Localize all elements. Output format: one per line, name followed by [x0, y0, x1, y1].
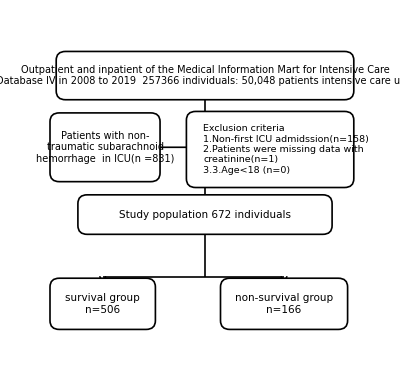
FancyBboxPatch shape [220, 278, 348, 329]
FancyBboxPatch shape [78, 195, 332, 234]
Text: Exclusion criteria
1.Non-first ICU admidssion(n=158)
2.Patients were missing dat: Exclusion criteria 1.Non-first ICU admid… [204, 124, 369, 175]
FancyBboxPatch shape [56, 51, 354, 100]
Text: survival group
n=506: survival group n=506 [65, 293, 140, 315]
FancyBboxPatch shape [50, 113, 160, 182]
FancyBboxPatch shape [186, 111, 354, 187]
Text: Study population 672 individuals: Study population 672 individuals [119, 210, 291, 220]
Text: Outpatient and inpatient of the Medical Information Mart for Intensive Care
Data: Outpatient and inpatient of the Medical … [0, 65, 400, 86]
Text: non-survival group
n=166: non-survival group n=166 [235, 293, 333, 315]
FancyBboxPatch shape [50, 278, 155, 329]
Text: Patients with non-
traumatic subarachnoid
hemorrhage  in ICU(n =831): Patients with non- traumatic subarachnoi… [36, 131, 174, 164]
